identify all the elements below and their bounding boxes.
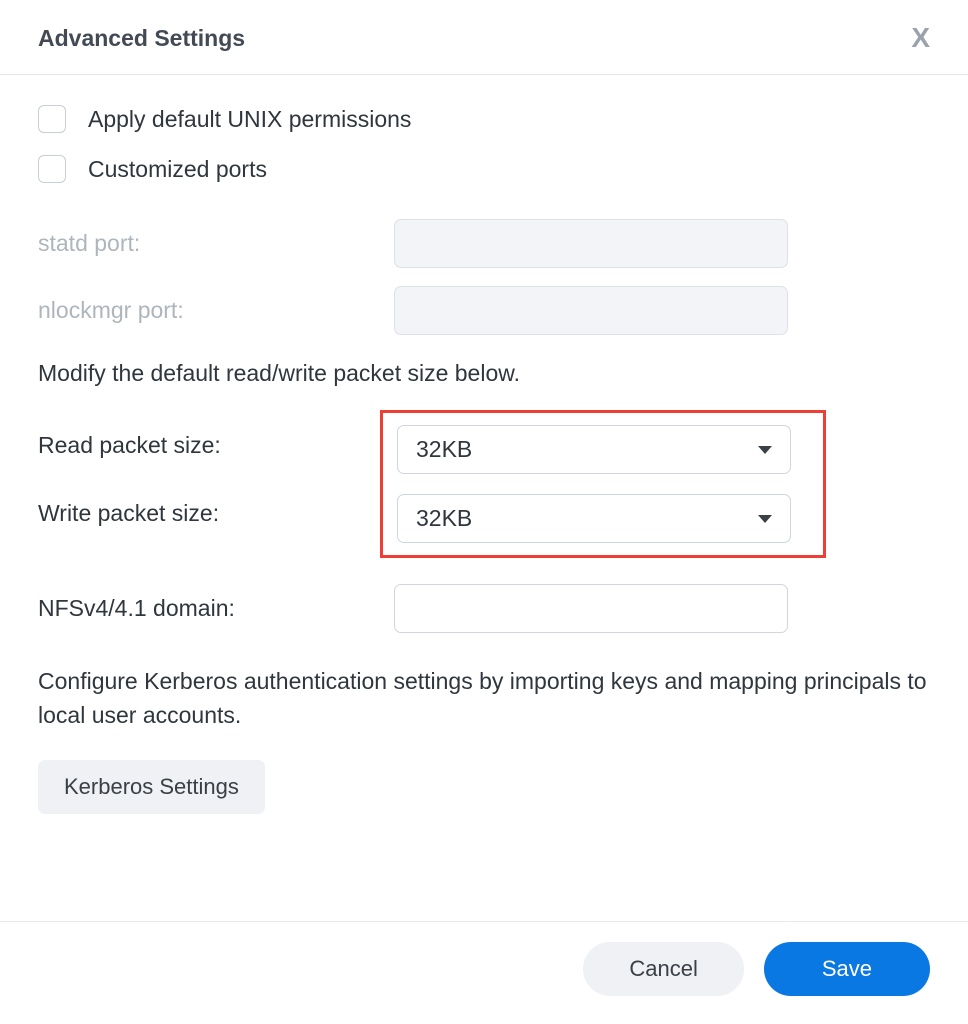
advanced-settings-dialog: Advanced Settings X Apply default UNIX p… — [0, 0, 968, 1024]
close-icon[interactable]: X — [911, 24, 930, 52]
nfs-domain-row: NFSv4/4.1 domain: — [38, 584, 930, 633]
write-packet-select[interactable]: 32KB — [397, 494, 791, 543]
chevron-down-icon — [758, 446, 772, 454]
cancel-button[interactable]: Cancel — [583, 942, 743, 996]
packet-intro-text: Modify the default read/write packet siz… — [38, 357, 930, 390]
nfs-domain-label: NFSv4/4.1 domain: — [38, 595, 394, 622]
read-packet-value: 32KB — [416, 436, 472, 463]
read-packet-select[interactable]: 32KB — [397, 425, 791, 474]
customized-ports-checkbox[interactable] — [38, 155, 66, 183]
customized-ports-label: Customized ports — [88, 156, 267, 183]
packet-size-section: Read packet size: Write packet size: 32K… — [38, 410, 930, 558]
dialog-body: Apply default UNIX permissions Customize… — [0, 75, 968, 921]
kerberos-text: Configure Kerberos authentication settin… — [38, 665, 930, 732]
chevron-down-icon — [758, 515, 772, 523]
write-packet-row: 32KB — [397, 494, 809, 543]
nlockmgr-port-input[interactable] — [394, 286, 788, 335]
dialog-title: Advanced Settings — [38, 25, 245, 52]
kerberos-settings-button[interactable]: Kerberos Settings — [38, 760, 265, 814]
dialog-header: Advanced Settings X — [0, 0, 968, 75]
write-packet-value: 32KB — [416, 505, 472, 532]
packet-highlight-box: 32KB 32KB — [380, 410, 826, 558]
apply-unix-checkbox[interactable] — [38, 105, 66, 133]
nlockmgr-port-label: nlockmgr port: — [38, 297, 394, 324]
customized-ports-row: Customized ports — [38, 155, 930, 183]
dialog-footer: Cancel Save — [0, 921, 968, 1024]
nlockmgr-port-row: nlockmgr port: — [38, 286, 930, 335]
nfs-domain-input[interactable] — [394, 584, 788, 633]
save-button[interactable]: Save — [764, 942, 930, 996]
read-packet-label: Read packet size: — [38, 432, 394, 459]
apply-unix-label: Apply default UNIX permissions — [88, 106, 411, 133]
statd-port-input[interactable] — [394, 219, 788, 268]
read-packet-row: 32KB — [397, 425, 809, 474]
statd-port-row: statd port: — [38, 219, 930, 268]
write-packet-label: Write packet size: — [38, 500, 394, 527]
apply-unix-row: Apply default UNIX permissions — [38, 105, 930, 133]
statd-port-label: statd port: — [38, 230, 394, 257]
